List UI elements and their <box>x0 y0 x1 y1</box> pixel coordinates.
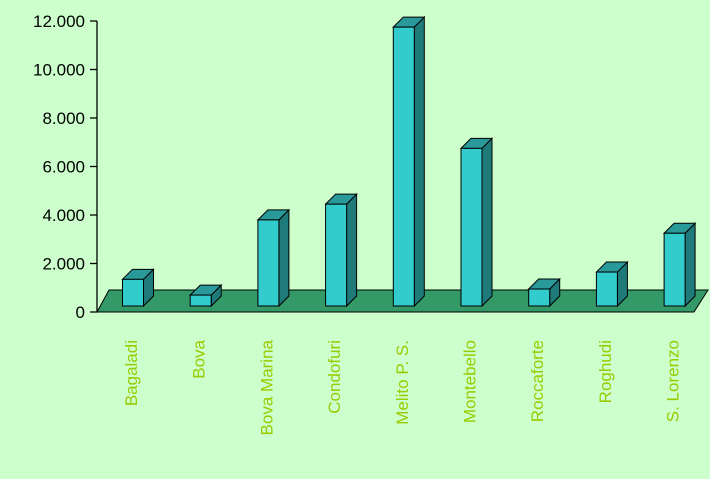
bar-front <box>257 219 280 307</box>
x-tick-label: Condofuri <box>325 340 344 414</box>
bar-melito-p-s <box>392 15 426 308</box>
x-tick-label: Roghudi <box>596 340 615 403</box>
x-tick-labels: Bagaladi Bova Bova Marina Condofuri Melito P… <box>122 339 683 435</box>
y-tick-label: 6.000 <box>42 158 85 177</box>
bar-front <box>122 278 144 307</box>
bar-side <box>346 192 358 308</box>
bar-side <box>278 208 290 308</box>
y-tick-label: 2.000 <box>42 255 85 274</box>
bar-front <box>189 294 212 307</box>
x-tick-label: Bova Marina <box>257 339 276 435</box>
bar-front <box>528 288 551 307</box>
bar-roccaforte <box>527 277 561 308</box>
bar-bagaladi <box>121 268 155 308</box>
bar-side <box>684 222 696 308</box>
bar-roghudi <box>595 260 629 308</box>
x-tick-label: Montebello <box>461 340 480 423</box>
bar-front <box>325 203 348 307</box>
bar-bova-marina <box>256 208 291 308</box>
y-tick-label: 4.000 <box>42 206 85 225</box>
y-tick-label: 12.000 <box>33 12 85 31</box>
bar-side <box>413 15 425 308</box>
x-tick-label: Melito P. S. <box>393 340 412 425</box>
y-tick-label: 0 <box>76 303 85 322</box>
y-tick-label: 8.000 <box>42 109 85 128</box>
x-tick-label: Roccaforte <box>528 340 547 422</box>
x-tick-label: Bova <box>190 339 209 378</box>
x-tick-label: Bagaladi <box>122 340 141 406</box>
bar-s-lorenzo <box>662 222 697 308</box>
y-tick-labels: 0 2.000 4.000 6.000 8.000 10.000 12.000 <box>33 12 85 322</box>
bar-montebello <box>459 137 494 308</box>
x-tick-label: S. Lorenzo <box>664 340 683 422</box>
bars <box>121 15 697 308</box>
bar-bova <box>188 283 223 308</box>
bar-front <box>392 26 415 307</box>
y-tick-label: 10.000 <box>33 61 85 80</box>
bar-front <box>460 147 483 307</box>
bar-side <box>481 137 493 308</box>
bar-condofuri <box>324 192 358 308</box>
bar-front <box>595 271 618 307</box>
y-axis <box>90 20 98 313</box>
bar-front <box>663 232 686 307</box>
